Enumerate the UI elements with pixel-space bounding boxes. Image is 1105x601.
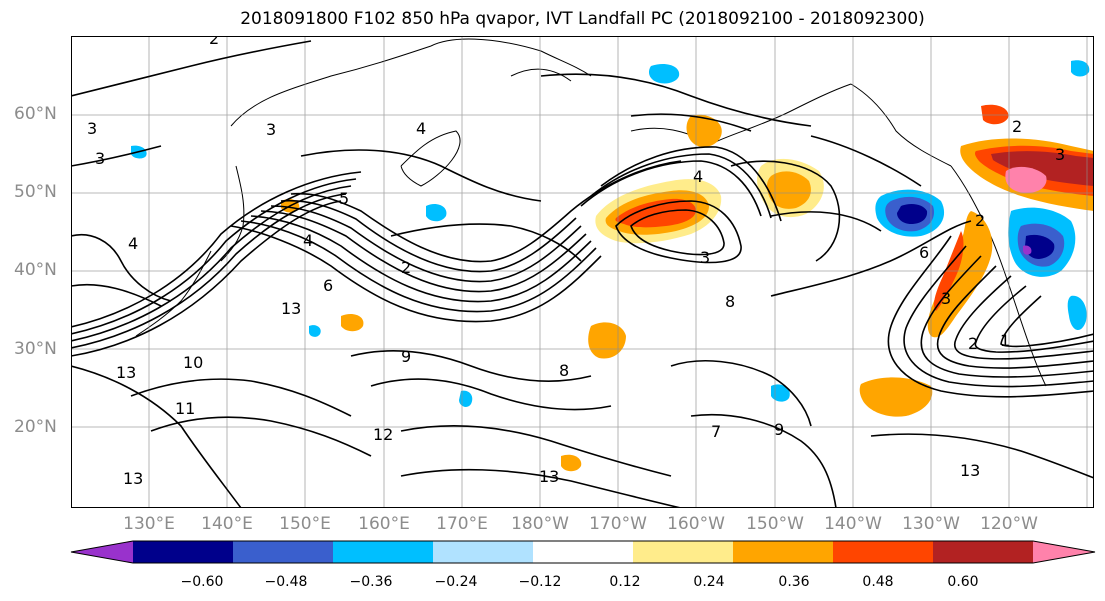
lon-label: 150°W: [746, 514, 804, 534]
contour-label: 9: [401, 347, 411, 366]
contour-label: 6: [919, 243, 929, 262]
lon-label: 140°W: [824, 514, 882, 534]
colorbar-tick-label: −0.60: [180, 574, 224, 590]
colorbar: [70, 540, 1096, 564]
colorbar-tick-label: 0.12: [609, 574, 641, 590]
contour-label: 13: [123, 469, 143, 488]
lon-label: 180°W: [511, 514, 569, 534]
contour-label: 13: [281, 299, 301, 318]
lon-label: 130°W: [902, 514, 960, 534]
colorbar-swatch: [533, 541, 634, 563]
colorbar-swatch: [933, 541, 1034, 563]
colorbar-swatch: [133, 541, 234, 563]
contour-label: 11: [175, 399, 195, 418]
colorbar-extend-high: [1033, 541, 1095, 563]
lat-label-50n: 50°N: [14, 182, 57, 202]
colorbar-swatch: [233, 541, 334, 563]
lat-label-20n: 20°N: [14, 417, 57, 437]
lat-label-40n: 40°N: [14, 260, 57, 280]
lat-label-60n: 60°N: [14, 104, 57, 124]
map-title: 2018091800 F102 850 hPa qvapor, IVT Land…: [240, 9, 925, 29]
lon-label: 140°E: [201, 514, 253, 534]
contour-label: 2: [209, 36, 219, 48]
contour-label: 4: [303, 231, 313, 250]
colorbar-tick-label: −0.48: [264, 574, 308, 590]
contour-label: 2: [975, 211, 985, 230]
contour-label: 3: [87, 119, 97, 138]
contour-label: 12: [373, 425, 393, 444]
lon-label: 170°E: [436, 514, 488, 534]
lon-label: 170°W: [589, 514, 647, 534]
colorbar-tick-label: −0.12: [518, 574, 562, 590]
colorbar-tick-label: −0.24: [434, 574, 478, 590]
colorbar-tick-label: 0.60: [947, 574, 979, 590]
lon-label: 160°W: [667, 514, 725, 534]
colorbar-swatch: [733, 541, 834, 563]
contour-label: 13: [539, 467, 559, 486]
colorbar-tick-label: 0.36: [778, 574, 810, 590]
negative-shading: [131, 60, 1090, 407]
map-panel: 2 3 3 3 4 4 5 2 4 6 13 10 11 13 13 12 9 …: [71, 36, 1094, 508]
lon-label: 160°E: [358, 514, 410, 534]
colorbar-tick-label: 0.24: [693, 574, 725, 590]
contour-label: 8: [559, 361, 569, 380]
contour-label: 4: [416, 119, 426, 138]
map-frame: [71, 36, 1094, 508]
colorbar-swatch: [633, 541, 734, 563]
contour-label: 2: [1012, 117, 1022, 136]
contour-label: 8: [725, 292, 735, 311]
contour-label: 5: [339, 189, 349, 208]
contour-label: 3: [941, 289, 951, 308]
colorbar-tick-label: 0.48: [862, 574, 894, 590]
contour-label: 13: [960, 461, 980, 480]
contour-label: 1: [1000, 331, 1010, 350]
contour-label: 2: [401, 258, 411, 277]
contour-label: 13: [116, 363, 136, 382]
contour-label: 3: [700, 248, 710, 267]
contour-label: 7: [711, 422, 721, 441]
colorbar-tick-label: −0.36: [349, 574, 393, 590]
contour-label: 6: [323, 276, 333, 295]
contour-labels: 2 3 3 3 4 4 5 2 4 6 13 10 11 13 13 12 9 …: [87, 36, 1065, 488]
contour-label: 9: [774, 420, 784, 439]
contour-label: 4: [128, 234, 138, 253]
contour-label: 3: [95, 149, 105, 168]
contour-label: 2: [968, 334, 978, 353]
lon-label: 120°W: [980, 514, 1038, 534]
lon-label: 130°E: [123, 514, 175, 534]
colorbar-outline: [70, 540, 1096, 564]
lon-label: 150°E: [279, 514, 331, 534]
colorbar-extend-low: [71, 541, 133, 563]
contour-label: 3: [266, 120, 276, 139]
ivt-contours: [71, 40, 1094, 508]
contour-label: 4: [693, 167, 703, 186]
contour-label: 10: [183, 353, 203, 372]
contour-label: 3: [1055, 145, 1065, 164]
colorbar-swatch: [833, 541, 934, 563]
lat-label-30n: 30°N: [14, 339, 57, 359]
colorbar-swatch: [433, 541, 534, 563]
colorbar-swatch: [333, 541, 434, 563]
